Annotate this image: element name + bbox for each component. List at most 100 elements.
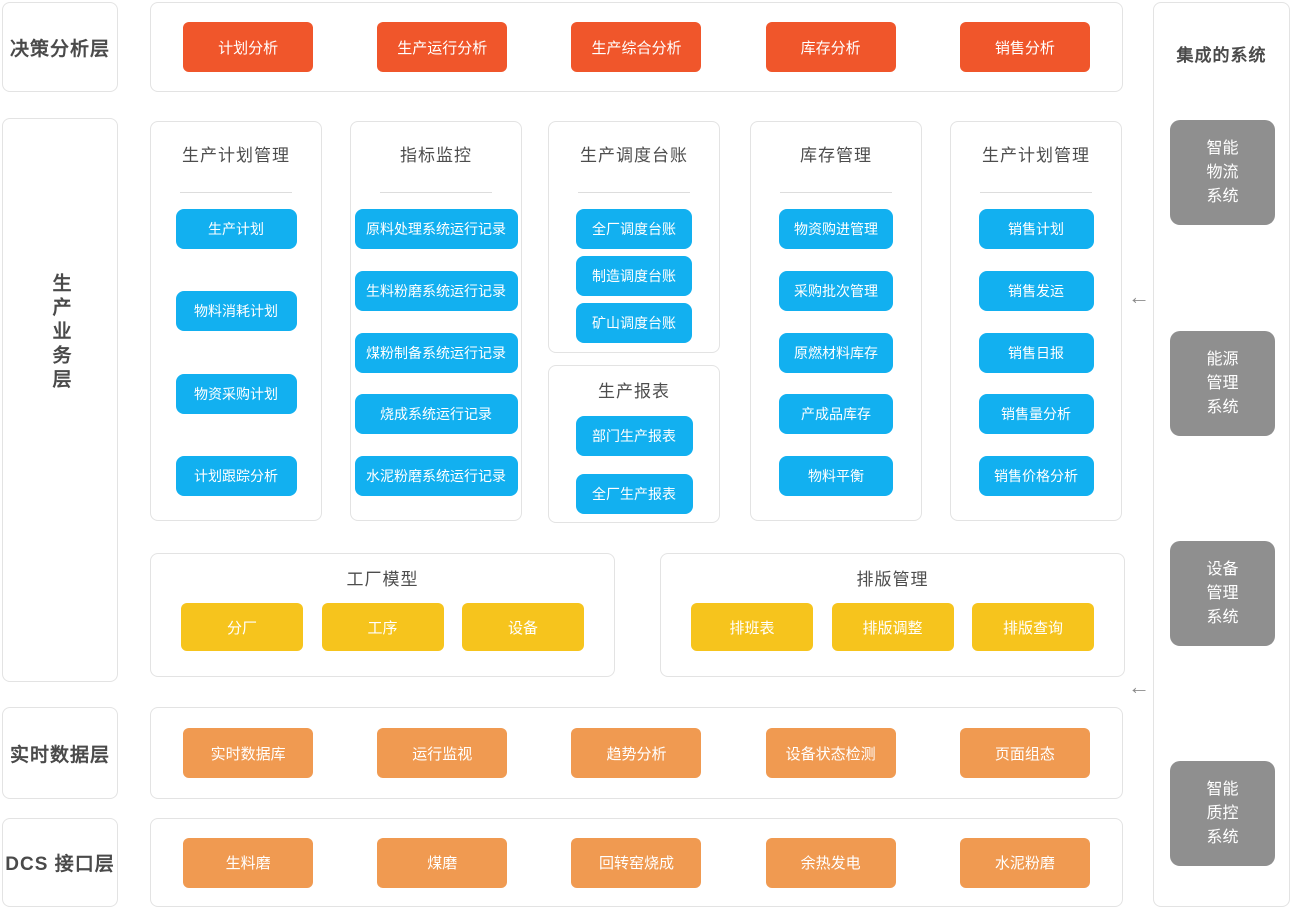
integrated-system-box[interactable]: 智能质控系统 (1170, 761, 1275, 866)
integrated-system-box[interactable]: 设备管理系统 (1170, 541, 1275, 646)
panel-title: 库存管理 (800, 146, 872, 165)
panel-title: 排版管理 (856, 570, 929, 589)
dcs-interface-row: 生料磨 煤磨 回转窑烧成 余热发电 水泥粉磨 (150, 818, 1123, 907)
integrated-system-box[interactable]: 能源管理系统 (1170, 331, 1275, 436)
integrated-system-label: 智能物流系统 (1206, 139, 1239, 205)
panel-factory-model: 工厂模型 分厂 工序 设备 (150, 553, 615, 677)
dcs-interface-button[interactable]: 回转窑烧成 (571, 837, 702, 888)
dcs-button-list: 生料磨 煤磨 回转窑烧成 余热发电 水泥粉磨 (151, 837, 1122, 888)
module-button[interactable]: 销售计划 (978, 209, 1094, 249)
integrated-system-label: 智能质控系统 (1206, 780, 1239, 846)
dcs-interface-button[interactable]: 余热发电 (765, 837, 896, 888)
layout-button[interactable]: 排班表 (691, 603, 813, 651)
module-button[interactable]: 销售量分析 (978, 394, 1094, 435)
module-button[interactable]: 销售日报 (978, 332, 1094, 373)
integrated-system-label: 设备管理系统 (1206, 560, 1239, 626)
module-button[interactable]: 产成品库存 (779, 394, 893, 435)
panel-title: 生产计划管理 (982, 146, 1090, 165)
layer-label-text: DCS 接口层 (5, 854, 115, 875)
dcs-interface-button[interactable]: 生料磨 (183, 837, 314, 888)
panel-sales-management: 生产计划管理 销售计划销售发运销售日报销售量分析销售价格分析 (950, 121, 1122, 521)
module-button[interactable]: 原料处理系统运行记录 (354, 209, 518, 249)
module-button[interactable]: 全厂生产报表 (575, 474, 693, 514)
module-button[interactable]: 制造调度台账 (576, 256, 692, 296)
module-button[interactable]: 水泥粉磨系统运行记录 (354, 456, 518, 496)
model-button[interactable]: 工序 (321, 603, 444, 651)
arrow-left-icon: ← (1128, 674, 1150, 699)
module-button[interactable]: 采购批次管理 (779, 270, 893, 311)
decision-analysis-button[interactable]: 计划分析 (183, 22, 314, 72)
module-button[interactable]: 物料消耗计划 (175, 291, 297, 332)
module-button[interactable]: 物资购进管理 (779, 209, 893, 249)
module-button[interactable]: 烧成系统运行记录 (354, 394, 518, 435)
module-button-list: 物资购进管理 采购批次管理 原燃材料库存 产成品库存物料平衡 (751, 209, 921, 496)
realtime-function-button[interactable]: 设备状态检测 (765, 728, 896, 778)
panel-title: 指标监控 (400, 146, 472, 165)
panel-inventory-management: 库存管理 物资购进管理 采购批次管理 原燃材料库存 产成品库存物料平衡 (750, 121, 922, 521)
module-button[interactable]: 原燃材料库存 (779, 332, 893, 373)
layer-label-text: 决策分析层 (9, 38, 110, 60)
integrated-system-list: 智能物流系统 能源管理系统 设备管理系统 智能质控系统 (1154, 3, 1289, 906)
title-divider (380, 192, 492, 193)
realtime-function-button[interactable]: 实时数据库 (183, 728, 314, 778)
module-button-list: 部门生产报表 全厂生产报表 (549, 416, 719, 514)
layer-label-dcs-interface: DCS 接口层 (2, 818, 118, 907)
decision-analysis-row: 计划分析 生产运行分析 生产综合分析 库存分析 销售分析 (150, 2, 1123, 92)
layer-label-text: 生产业务层 (49, 273, 71, 393)
integrated-system-box[interactable]: 智能物流系统 (1170, 120, 1275, 225)
module-button[interactable]: 部门生产报表 (575, 416, 693, 456)
decision-analysis-button[interactable]: 库存分析 (765, 22, 896, 72)
module-button[interactable]: 全厂调度台账 (576, 209, 692, 249)
layer-label-decision-analysis: 决策分析层 (2, 2, 118, 92)
panel-production-plan-management: 生产计划管理 生产计划 物料消耗计划 物资采购计划 计划跟踪分析 (150, 121, 322, 521)
panel-title: 生产调度台账 (580, 146, 688, 165)
module-button[interactable]: 物料平衡 (779, 456, 893, 496)
decision-analysis-button[interactable]: 生产运行分析 (377, 22, 508, 72)
realtime-function-button[interactable]: 页面组态 (959, 728, 1090, 778)
title-divider (578, 192, 690, 193)
panel-kpi-monitoring: 指标监控 原料处理系统运行记录 生料粉磨系统运行记录 煤粉制备系统运行记录 烧成系统运… (350, 121, 522, 521)
realtime-function-button[interactable]: 运行监视 (377, 728, 508, 778)
layout-button[interactable]: 排版调整 (831, 603, 954, 651)
dcs-interface-button[interactable]: 水泥粉磨 (959, 837, 1090, 888)
module-button[interactable]: 销售发运 (978, 270, 1094, 311)
realtime-data-row: 实时数据库 运行监视 趋势分析 设备状态检测 页面组态 (150, 707, 1123, 799)
arrow-left-icon: ← (1128, 284, 1150, 309)
layer-label-realtime-data: 实时数据层 (2, 707, 118, 799)
module-button[interactable]: 矿山调度台账 (576, 303, 692, 343)
module-button[interactable]: 计划跟踪分析 (175, 455, 297, 496)
panel-title: 工厂模型 (346, 570, 419, 589)
panel-dispatch-ledger: 生产调度台账 全厂调度台账 制造调度台账 矿山调度台账 (548, 121, 720, 353)
title-divider (980, 192, 1092, 193)
module-button[interactable]: 生产计划 (175, 209, 297, 249)
dcs-interface-button[interactable]: 煤磨 (377, 837, 508, 888)
model-button[interactable]: 设备 (462, 603, 584, 651)
decision-analysis-button[interactable]: 生产综合分析 (571, 22, 702, 72)
layer-label-text: 实时数据层 (9, 744, 110, 766)
panel-title: 生产报表 (598, 382, 670, 401)
decision-button-list: 计划分析 生产运行分析 生产综合分析 库存分析 销售分析 (151, 22, 1122, 72)
module-button-list: 原料处理系统运行记录 生料粉磨系统运行记录 煤粉制备系统运行记录 烧成系统运行记录 水泥… (351, 209, 521, 496)
module-button[interactable]: 煤粉制备系统运行记录 (354, 332, 518, 373)
layer-label-production-business: 生产业务层 (2, 118, 118, 682)
panel-production-report: 生产报表 部门生产报表 全厂生产报表 (548, 365, 720, 523)
decision-analysis-button[interactable]: 销售分析 (959, 22, 1090, 72)
module-button-list: 全厂调度台账 制造调度台账 矿山调度台账 (549, 209, 719, 343)
title-divider (180, 192, 292, 193)
integrated-systems-title: 集成的系统 (1176, 46, 1267, 65)
module-button[interactable]: 生料粉磨系统运行记录 (354, 270, 518, 311)
module-button-list: 销售计划销售发运销售日报销售量分析销售价格分析 (951, 209, 1121, 496)
integrated-system-label: 能源管理系统 (1206, 350, 1239, 416)
module-button[interactable]: 销售价格分析 (978, 456, 1094, 496)
model-button-list: 分厂 工序 设备 (181, 603, 584, 651)
layout-button-list: 排班表 排版调整 排版查询 (691, 603, 1094, 651)
layout-button[interactable]: 排版查询 (972, 603, 1094, 651)
realtime-button-list: 实时数据库 运行监视 趋势分析 设备状态检测 页面组态 (151, 728, 1122, 778)
module-button-list: 生产计划物料消耗计划 物资采购计划 计划跟踪分析 (151, 209, 321, 496)
module-button[interactable]: 物资采购计划 (175, 373, 297, 414)
title-divider (780, 192, 892, 193)
panel-layout-management: 排版管理 排班表 排版调整 排版查询 (660, 553, 1125, 677)
model-button[interactable]: 分厂 (181, 603, 303, 651)
realtime-function-button[interactable]: 趋势分析 (571, 728, 702, 778)
